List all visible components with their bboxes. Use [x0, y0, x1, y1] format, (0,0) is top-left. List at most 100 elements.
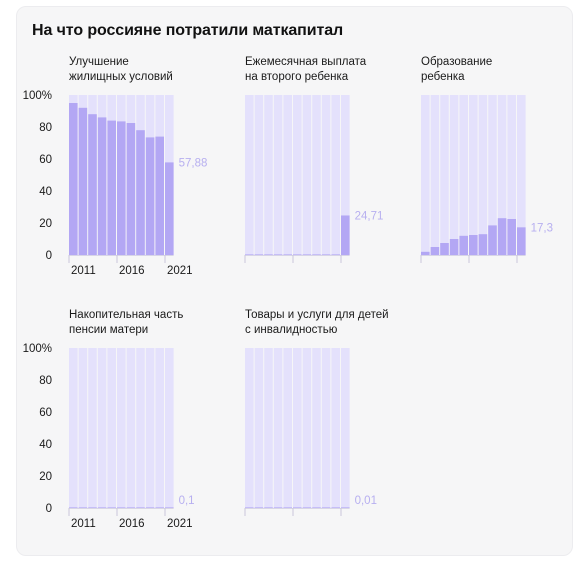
- bar: [312, 507, 321, 508]
- bar-background: [254, 95, 264, 255]
- bar: [264, 507, 273, 508]
- panel-title: пенсии матери: [69, 324, 148, 336]
- bar-background: [517, 95, 526, 255]
- bar: [273, 507, 283, 508]
- bar-background: [312, 348, 321, 508]
- bar-background: [341, 95, 350, 255]
- bar: [126, 123, 136, 255]
- bar-background: [293, 348, 302, 508]
- bar: [145, 507, 155, 508]
- bar: [331, 254, 340, 255]
- bar: [117, 121, 126, 256]
- bar: [293, 507, 302, 508]
- y-tick-label: 100%: [23, 90, 52, 102]
- bar-background: [145, 348, 155, 508]
- bar-background: [421, 95, 430, 255]
- bar: [478, 234, 488, 255]
- value-label: 0,01: [355, 495, 377, 507]
- bar-background: [264, 348, 273, 508]
- bar-background: [321, 95, 331, 255]
- bar: [155, 136, 164, 255]
- y-tick-label: 80: [39, 122, 52, 134]
- x-tick-label: 2016: [119, 265, 145, 277]
- bar-background: [312, 95, 321, 255]
- bar: [302, 507, 312, 508]
- bar-background: [488, 95, 497, 255]
- bar: [469, 235, 478, 255]
- panel-title: Образование: [421, 56, 492, 68]
- bar-background: [459, 95, 468, 255]
- bar: [488, 225, 497, 255]
- bar-background: [283, 348, 292, 508]
- bar-background: [331, 95, 340, 255]
- bar: [283, 507, 292, 508]
- bar: [459, 235, 468, 255]
- bar-background: [126, 348, 136, 508]
- bar: [97, 117, 107, 256]
- y-tick-label: 40: [39, 439, 52, 451]
- value-label: 57,88: [179, 157, 208, 169]
- value-label: 0,1: [179, 495, 195, 507]
- bar: [449, 239, 459, 255]
- bar: [245, 254, 254, 255]
- bar: [254, 254, 264, 255]
- bar: [155, 507, 164, 508]
- bar: [136, 130, 145, 255]
- bar: [245, 507, 254, 508]
- bar-background: [117, 348, 126, 508]
- bar-background: [321, 348, 331, 508]
- panel-title: Товары и услуги для детей: [245, 309, 389, 321]
- value-label: 17,3: [531, 222, 553, 234]
- y-tick-label: 20: [39, 218, 52, 230]
- bar: [312, 254, 321, 255]
- bar-background: [273, 95, 283, 255]
- bar: [88, 114, 97, 255]
- bar-background: [478, 95, 488, 255]
- panel-title: с инвалидностью: [245, 324, 338, 336]
- bar: [78, 507, 88, 508]
- panel-title: на второго ребенка: [245, 71, 349, 83]
- y-tick-label: 80: [39, 375, 52, 387]
- bar-background: [302, 348, 312, 508]
- bar-background: [430, 95, 440, 255]
- bar: [78, 107, 88, 255]
- bar: [117, 507, 126, 508]
- bar: [69, 507, 78, 508]
- panel-title: жилищных условий: [69, 71, 173, 83]
- bar-background: [136, 348, 145, 508]
- bar: [302, 254, 312, 255]
- bar: [293, 254, 302, 255]
- bar-background: [88, 348, 97, 508]
- bar-background: [245, 348, 254, 508]
- bar-background: [264, 95, 273, 255]
- x-tick-label: 2021: [167, 518, 193, 530]
- bar: [283, 254, 292, 255]
- bar: [341, 215, 350, 255]
- page-title: На что россияне потратили маткапитал: [32, 22, 344, 39]
- panel-title: Ежемесячная выплата: [245, 56, 367, 68]
- bar: [264, 254, 273, 255]
- bar-background: [497, 95, 507, 255]
- bar: [88, 507, 97, 508]
- bar: [331, 507, 340, 508]
- bar: [69, 103, 78, 255]
- value-label: 24,71: [355, 210, 384, 222]
- bar: [254, 507, 264, 508]
- bar: [97, 507, 107, 508]
- bar: [145, 137, 155, 255]
- bar-background: [469, 95, 478, 255]
- bar: [273, 254, 283, 255]
- x-tick-label: 2011: [71, 265, 96, 277]
- y-tick-label: 20: [39, 471, 52, 483]
- bar: [421, 251, 430, 255]
- bar-background: [293, 95, 302, 255]
- bar-background: [165, 348, 174, 508]
- y-tick-label: 100%: [23, 343, 52, 355]
- y-tick-label: 40: [39, 186, 52, 198]
- bar-background: [449, 95, 459, 255]
- x-tick-label: 2021: [167, 265, 193, 277]
- bar: [136, 507, 145, 508]
- bar: [107, 120, 116, 255]
- bar-background: [440, 95, 449, 255]
